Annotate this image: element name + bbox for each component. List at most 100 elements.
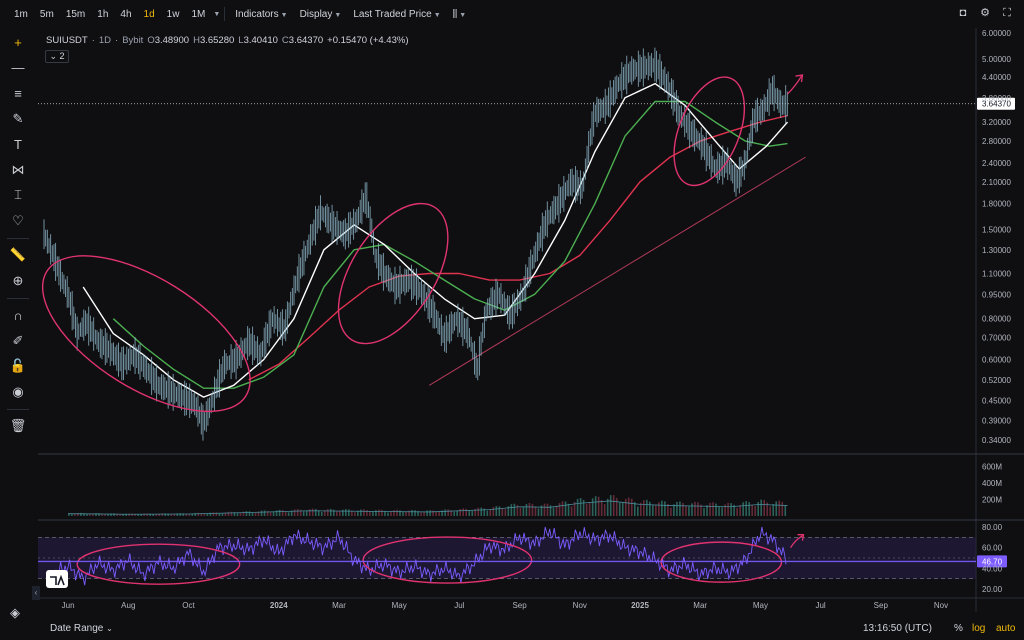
volume-bar (621, 502, 624, 516)
percent-scale-toggle[interactable]: % (954, 623, 963, 634)
volume-bar (465, 508, 468, 516)
ma-slow-line (248, 114, 788, 381)
volume-bar (483, 508, 486, 516)
volume-bar (275, 510, 278, 516)
parallel-channel-icon[interactable]: ≡ (14, 85, 22, 101)
timeframe-1m[interactable]: 1m (14, 8, 28, 20)
volume-bar (402, 511, 404, 516)
layers-icon[interactable]: ◈ (10, 605, 20, 620)
timeframe-1M[interactable]: 1M (191, 8, 206, 20)
annotation-arrowhead-price (795, 74, 804, 83)
volume-bar (579, 497, 582, 516)
timeframe-1h[interactable]: 1h (97, 8, 109, 20)
utc-clock[interactable]: 13:16:50 (UTC) (863, 623, 932, 634)
camera-icon[interactable]: ◘ (959, 7, 967, 19)
magnet-icon[interactable]: ∩ (13, 307, 23, 323)
indicator-toggle-chevron-icon: ⌄ (49, 51, 60, 61)
heart-icon[interactable]: ♡ (12, 212, 24, 228)
price-tick-label: 0.45000 (982, 396, 1011, 405)
display-menu[interactable]: Display ▼ (294, 9, 348, 20)
display-menu-label: Display (299, 8, 333, 20)
lock-icon[interactable]: 🔓 (9, 358, 27, 373)
volume-bar (329, 508, 332, 516)
volume-bar (700, 504, 702, 516)
crosshair-icon[interactable]: + (14, 34, 22, 50)
volume-bar (784, 505, 787, 516)
fullscreen-icon[interactable]: ⛶ (1003, 7, 1011, 19)
settings-icon[interactable]: ⚙ (980, 7, 990, 19)
trash-icon[interactable]: 🗑 (9, 418, 27, 433)
auto-scale-toggle[interactable]: auto (996, 623, 1016, 634)
date-range-button[interactable]: Date Range ⌄ (50, 623, 113, 634)
volume-bar (113, 513, 115, 516)
log-scale-toggle[interactable]: log (972, 623, 986, 634)
price-source-menu[interactable]: Last Traded Price ▼ (347, 9, 446, 20)
volume-bar (101, 513, 103, 516)
volume-bar (284, 511, 287, 516)
price-axis[interactable]: 6.00000 5.00000 4.40000 3.80000 3.20000 2.800… (982, 29, 1011, 594)
timeframe-more-chevron-icon[interactable]: ▼ (213, 10, 221, 18)
timeframe-5m[interactable]: 5m (39, 8, 54, 20)
draw-lock-icon[interactable]: ✐ (12, 332, 24, 348)
legend-close: C3.64370 (282, 35, 323, 46)
volume-bar (676, 501, 678, 516)
volume-bar (727, 502, 729, 516)
volume-bar (348, 509, 350, 516)
volume-bar (167, 513, 170, 516)
timeframe-1d[interactable]: 1d (143, 8, 155, 20)
volume-bar (378, 509, 380, 516)
time-tick-label: 2024 (270, 601, 288, 610)
volume-bar (534, 506, 537, 516)
volume-bar (679, 501, 681, 516)
volume-bar (68, 513, 70, 516)
volume-bar (254, 512, 257, 516)
volume-bar (661, 500, 663, 516)
horizontal-line-icon[interactable]: — (11, 60, 25, 75)
time-axis[interactable]: Jun Aug Oct 2024 Mar May Jul Sep Nov 2025 Mar May Ju… (62, 601, 948, 610)
brush-icon[interactable]: ✎ (12, 110, 24, 126)
volume-bar (429, 510, 431, 516)
volume-bar (633, 502, 636, 516)
volume-bar (161, 513, 164, 516)
eye-icon[interactable]: ◉ (12, 383, 24, 399)
text-icon[interactable]: T (14, 136, 22, 152)
volume-bar (471, 510, 474, 516)
indicators-menu[interactable]: Indicators ▼ (229, 9, 293, 20)
indicator-count-toggle[interactable]: ⌄ 2 (45, 50, 69, 63)
volume-bar (624, 498, 627, 516)
last-price-line: 3.64370 46.70 (38, 97, 1015, 568)
volume-bar (646, 499, 648, 516)
volume-bar (290, 510, 293, 516)
rsi-tick-label: 20.00 (982, 585, 1003, 594)
ruler-icon[interactable]: 📏 (9, 247, 27, 262)
collapse-sidebar-chevron-icon[interactable]: ‹ (32, 586, 40, 600)
volume-bar (477, 507, 480, 516)
volume-bar (760, 499, 762, 516)
volume-bar (212, 512, 215, 516)
moving-averages (82, 82, 789, 398)
measure-icon[interactable]: ⌶ (14, 187, 22, 202)
volume-bar (540, 505, 543, 516)
legend-symbol[interactable]: SUIUSDT (46, 35, 88, 46)
timeframe-15m[interactable]: 15m (65, 8, 86, 20)
volume-bar (682, 502, 684, 516)
zoom-in-icon[interactable]: ⊕ (12, 272, 24, 288)
pattern-icon[interactable]: ⋈ (11, 161, 25, 177)
timeframe-4h[interactable]: 4h (120, 8, 132, 20)
volume-bar (110, 513, 112, 516)
legend-low: L3.40410 (238, 35, 278, 46)
volume-bar (332, 509, 335, 516)
volume-bar (724, 504, 726, 516)
volume-bar (612, 495, 615, 516)
timeframe-1w[interactable]: 1w (166, 8, 180, 20)
price-tick-label: 0.70000 (982, 334, 1011, 343)
volume-bar (122, 514, 124, 516)
annotation-circle-downtrend-2 (337, 202, 449, 345)
volume-bar (594, 496, 597, 516)
volume-bar (561, 501, 564, 516)
volume-bar (296, 509, 299, 516)
volume-bar (411, 510, 413, 516)
price-tick-label: 1.80000 (982, 200, 1011, 209)
chart-type-menu[interactable]: ⫼ ▼ (447, 9, 473, 20)
